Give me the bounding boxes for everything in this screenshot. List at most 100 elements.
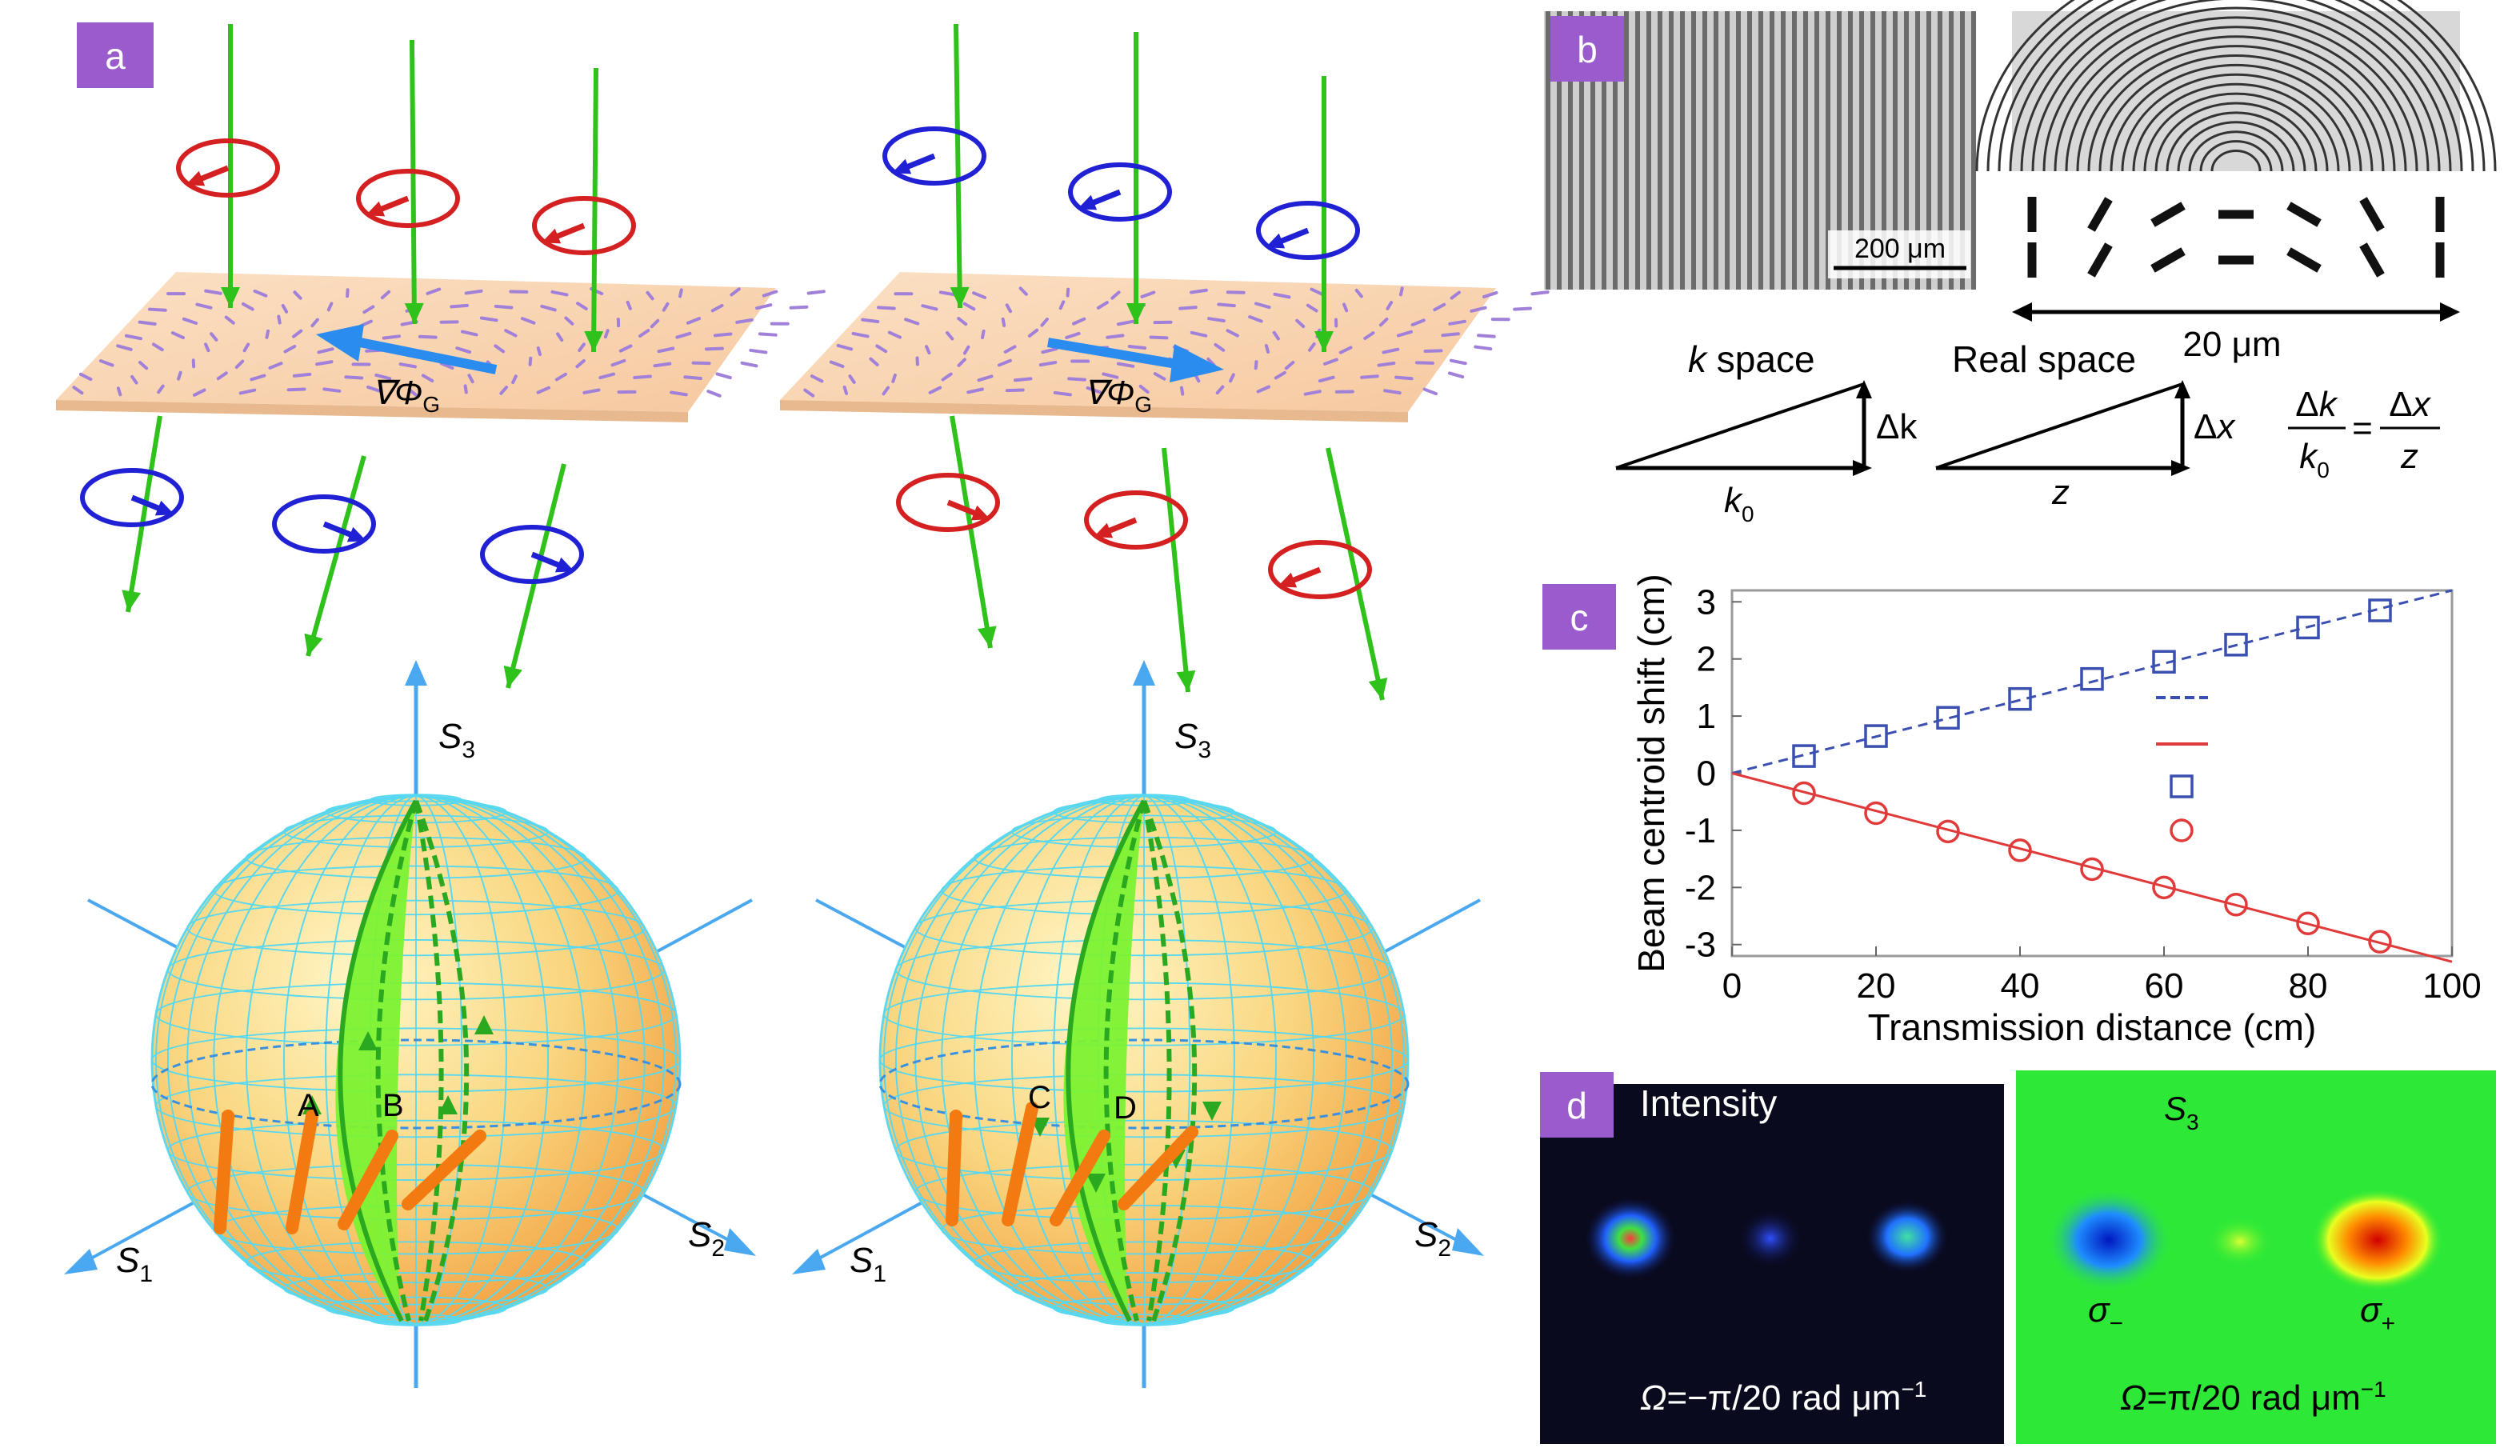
lc-molecule-dash: [1069, 378, 1085, 379]
intensity-title: Intensity: [1640, 1082, 1777, 1124]
transmitted-beam: [1328, 448, 1387, 700]
k-space-title: k space: [1688, 338, 1815, 380]
svg-text:a: a: [105, 35, 126, 77]
lc-molecule-dash: [1478, 335, 1494, 336]
axis-s3-right: S3: [1174, 717, 1211, 763]
axis-s1-right: S1: [850, 1241, 886, 1287]
molecular-orientation-bars: [2032, 197, 2440, 278]
orientation-bar: [2091, 199, 2109, 230]
orientation-bar: [2153, 251, 2183, 269]
lc-molecule-dash: [606, 330, 608, 337]
orientation-bar: [2363, 199, 2381, 230]
lc-molecule-dash: [1401, 288, 1402, 294]
lc-molecule-dash: [893, 375, 895, 382]
lc-molecule-dash: [1180, 307, 1196, 309]
panel-c-badge: c: [1542, 584, 1616, 650]
lc-molecule-dash: [1003, 319, 1004, 326]
scale-bar-200um: 200 μm: [1828, 230, 1970, 278]
polarization-state-bar: [220, 1116, 228, 1228]
point-d-label: D: [1114, 1090, 1137, 1126]
z-label: z: [2051, 473, 2070, 512]
transmitted-beam: [1164, 448, 1195, 692]
s3-spot-right: [2312, 1189, 2443, 1291]
transmitted-beam: [952, 416, 997, 648]
lc-molecule-dash: [530, 358, 531, 365]
lc-molecule-dash: [1514, 309, 1530, 310]
real-space-diagram: Real space Δx z: [1936, 338, 2236, 512]
x-tick-label: 0: [1722, 966, 1742, 1006]
lc-molecule-dash: [346, 377, 362, 378]
orientation-bar: [2363, 245, 2381, 275]
polarization-blue-ellipse: [82, 470, 182, 525]
lc-molecule-dash: [420, 337, 436, 338]
lc-molecule-dash: [982, 331, 984, 338]
incident-beam: [221, 24, 240, 308]
x-tick-label: 60: [2145, 966, 2184, 1006]
metasurface-plate-right: [780, 272, 1548, 422]
real-space-title: Real space: [1952, 338, 2136, 380]
lc-molecule-dash: [140, 322, 155, 324]
transmitted-beam: [304, 456, 364, 656]
x-tick-label: 100: [2422, 966, 2481, 1006]
svg-text:200 μm: 200 μm: [1854, 234, 1946, 264]
lc-molecule-dash: [1442, 334, 1458, 335]
lc-molecule-dash: [717, 374, 730, 378]
eq-den-left: k0: [2299, 437, 2330, 482]
lc-molecule-dash: [685, 377, 701, 378]
y-tick-label: -2: [1685, 868, 1716, 907]
k0-label: k0: [1724, 481, 1754, 526]
axis-s2-left: S2: [688, 1215, 725, 1262]
lc-molecule-dash: [538, 348, 540, 354]
chart-legend: [2156, 698, 2208, 841]
lc-molecule-dash: [266, 331, 268, 338]
point-c-label: C: [1028, 1080, 1051, 1115]
axis-s3-left: S3: [438, 717, 475, 763]
lc-molecule-dash: [750, 350, 766, 352]
orientation-bar: [2289, 206, 2319, 223]
svg-text:c: c: [1570, 597, 1589, 638]
equation: Δk k0 = Δx z: [2288, 385, 2440, 482]
lc-molecule-dash: [706, 349, 722, 350]
x-tick-label: 20: [1857, 966, 1896, 1006]
lc-molecule-dash: [1475, 347, 1490, 349]
polarization-red-ellipse: [534, 198, 634, 253]
s3-caption: Ω=π/20 rad μm−1: [2120, 1377, 2386, 1418]
axis-s1-left: S1: [116, 1241, 153, 1287]
transmitted-beam: [122, 416, 160, 612]
lc-molecule-dash: [278, 317, 279, 323]
s3-spot-left: [2045, 1187, 2173, 1293]
point-b-label: B: [382, 1088, 404, 1123]
lc-molecule-dash: [1068, 290, 1069, 296]
lc-molecule-dash: [451, 306, 467, 307]
s3-spot-center: [2208, 1218, 2272, 1266]
panel-a-badge: a: [77, 22, 154, 88]
chart-frame: [1732, 590, 2452, 956]
lc-molecule-dash: [1218, 304, 1234, 306]
lc-molecule-dash: [1379, 363, 1394, 366]
orientation-bar: [2153, 206, 2183, 223]
lc-molecule-dash: [294, 374, 310, 376]
lc-molecule-dash: [791, 307, 807, 308]
transmitted-beam: [504, 464, 564, 688]
polarization-blue-ellipse: [274, 497, 374, 551]
polarization-red-ellipse: [898, 475, 998, 530]
eq-num-right: Δx: [2389, 385, 2431, 424]
lc-molecule-dash: [671, 393, 686, 395]
lc-molecule-dash: [466, 291, 482, 294]
k-space-diagram: k space Δk k0: [1616, 338, 1918, 526]
y-tick-label: 0: [1697, 754, 1716, 794]
lc-molecule-dash: [634, 377, 650, 378]
incident-beam: [950, 24, 970, 308]
y-axis-label: Beam centroid shift (cm): [1630, 574, 1672, 972]
lc-molecule-dash: [347, 290, 348, 296]
svg-text:b: b: [1577, 29, 1598, 70]
lc-molecule-dash: [1532, 292, 1547, 294]
orientation-bar: [2091, 245, 2109, 275]
panel-b: 200 μm b 20 μm k space Δk k0: [1544, 0, 2495, 526]
y-tick-label: -3: [1685, 926, 1716, 965]
lc-molecule-dash: [1425, 390, 1436, 394]
axis-s2-right: S2: [1414, 1215, 1451, 1262]
lc-molecule-dash: [324, 389, 339, 390]
